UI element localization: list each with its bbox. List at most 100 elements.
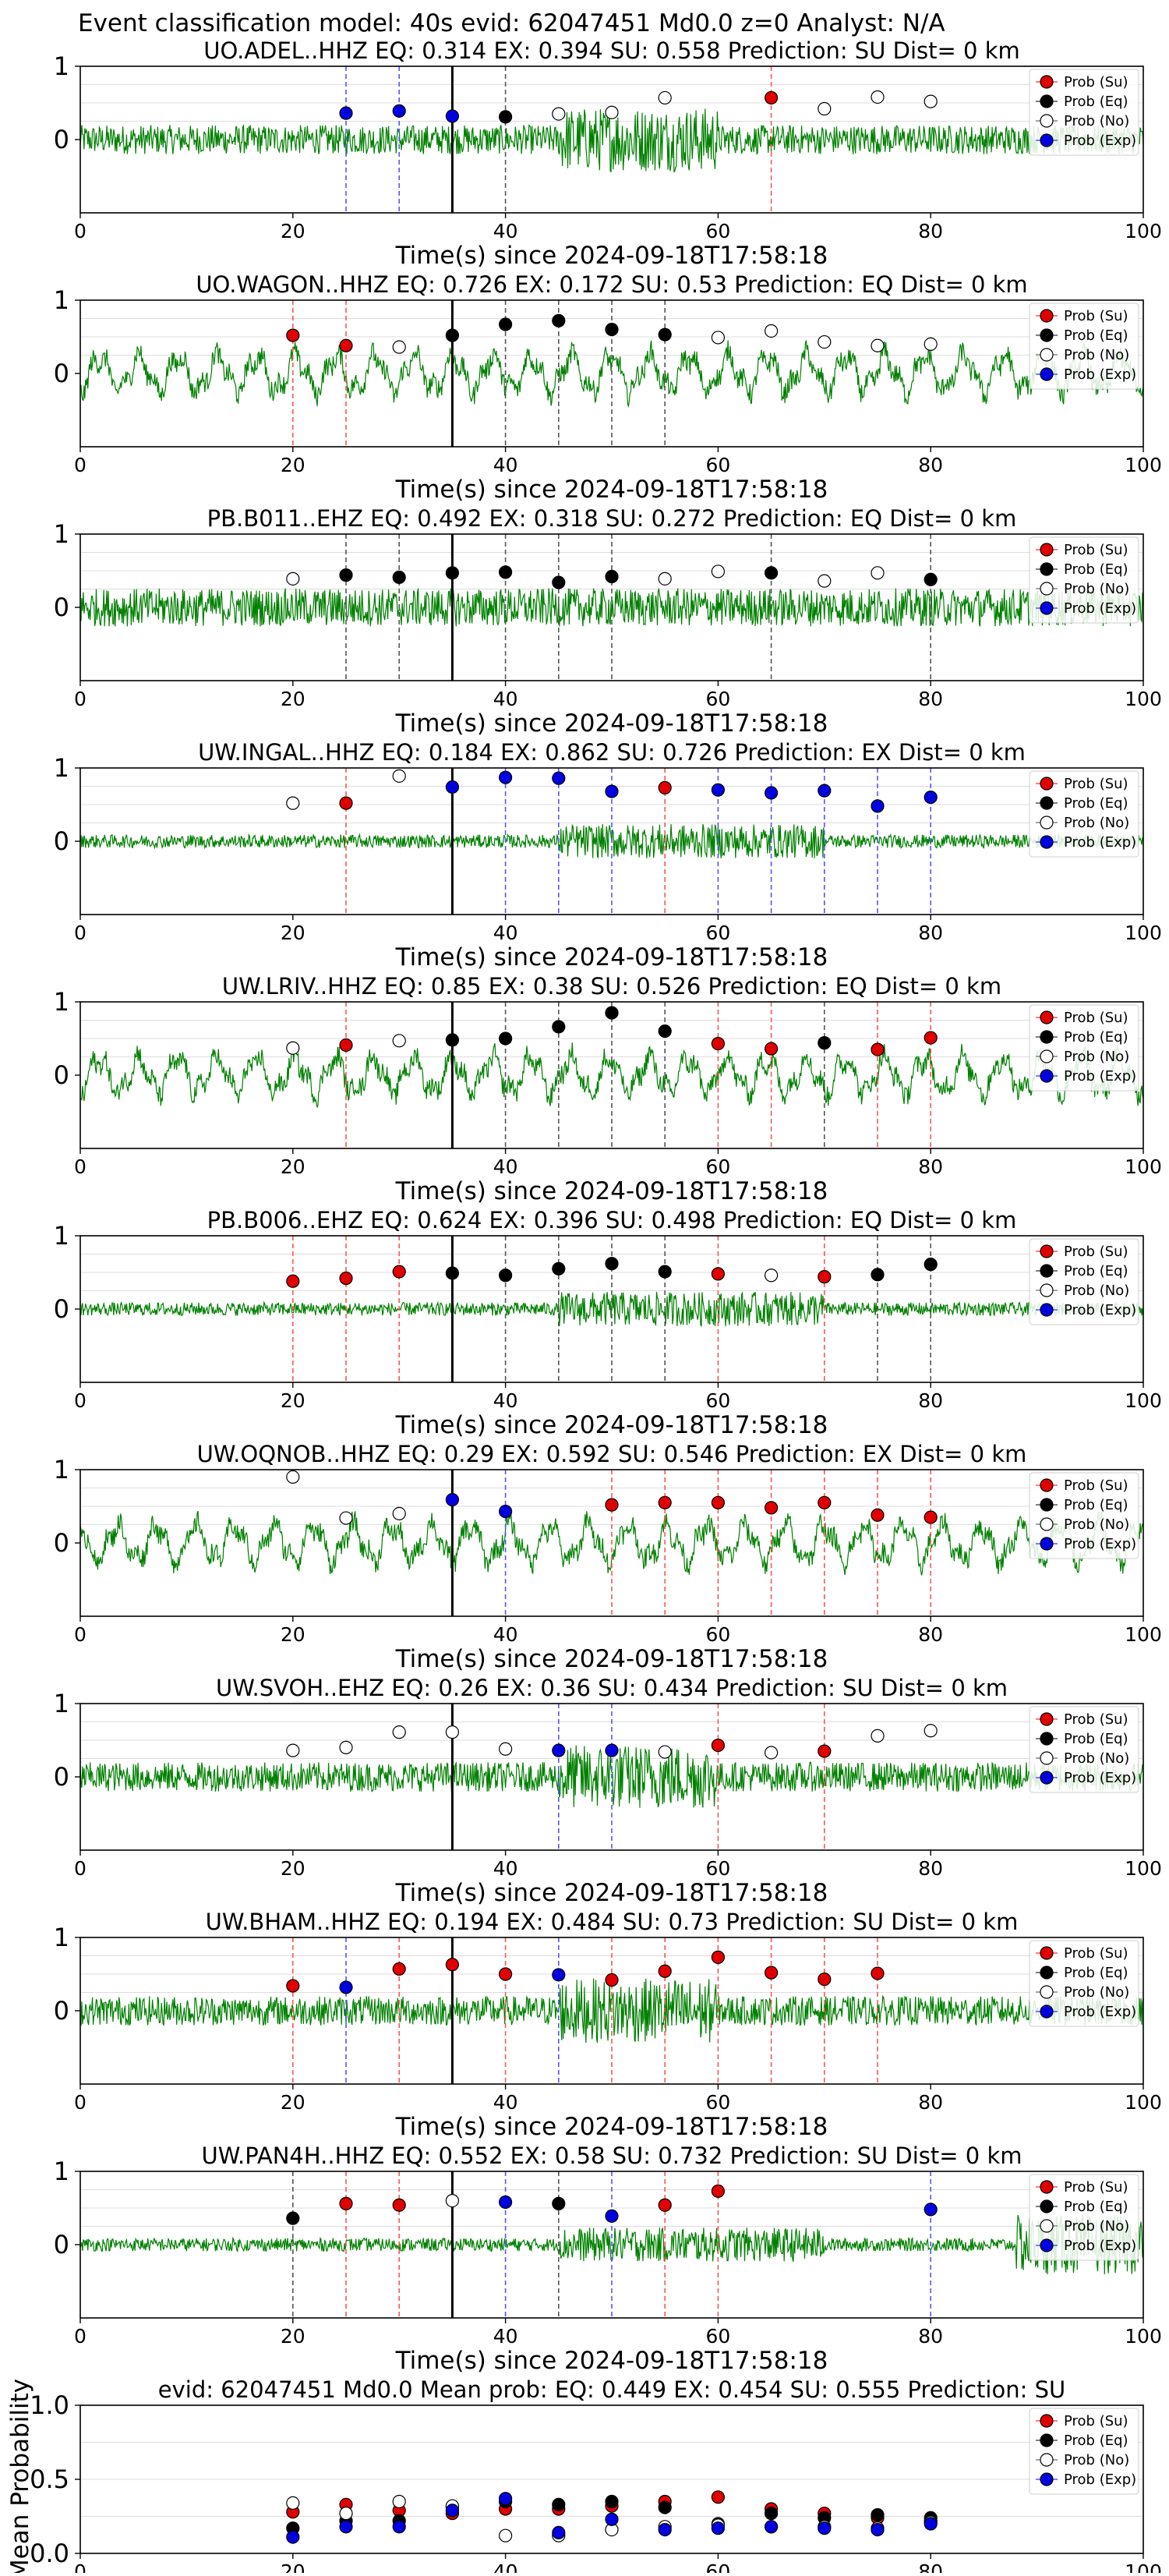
prob-marker-eq (498, 1031, 513, 1046)
x-tick-label: 0 (74, 1623, 87, 1646)
legend-label-exp: Prob (Exp) (1064, 2472, 1136, 2488)
panel-title: UW.LRIV..HHZ EQ: 0.85 EX: 0.38 SU: 0.526… (222, 973, 1001, 1000)
legend-marker-su (1040, 2180, 1054, 2194)
prob-marker-su (711, 1495, 726, 1509)
x-axis-label: Time(s) since 2024-09-18T17:58:18 (395, 943, 828, 971)
prob-marker-no (286, 1041, 300, 1055)
y-tick-label: 0 (54, 1060, 69, 1090)
x-tick-label: 20 (281, 2560, 305, 2573)
prob-marker-no (871, 90, 885, 104)
x-tick-label: 80 (918, 2560, 943, 2573)
prob-marker-no (924, 337, 938, 351)
x-tick-label: 80 (918, 688, 943, 710)
x-tick-label: 80 (918, 454, 943, 476)
prob-marker-eq (552, 575, 566, 589)
legend-label-eq: Prob (Eq) (1064, 1965, 1128, 1981)
y-tick-label: 0.0 (30, 2539, 69, 2568)
x-axis-label: Time(s) since 2024-09-18T17:58:18 (395, 1177, 828, 1205)
prob-marker-exp (498, 1504, 513, 1519)
x-tick-label: 100 (1125, 1389, 1162, 1412)
legend-label-exp: Prob (Exp) (1064, 1302, 1136, 1318)
y-tick-label: 1 (54, 987, 69, 1017)
prob-marker-su (658, 780, 672, 794)
prob-marker-exp (711, 783, 726, 797)
x-tick-label: 20 (281, 922, 305, 944)
x-tick-label: 100 (1125, 2091, 1162, 2114)
y-tick-label: 1.0 (30, 2390, 69, 2420)
legend-label-eq: Prob (Eq) (1064, 1029, 1128, 1046)
mean-marker-exp (658, 2523, 672, 2537)
x-tick-label: 0 (74, 2325, 87, 2348)
legend-marker-no (1040, 348, 1054, 362)
x-tick-label: 0 (74, 1857, 87, 1880)
legend-box (1029, 1706, 1139, 1793)
legend-marker-no (1040, 2453, 1054, 2467)
mean-marker-exp (339, 2520, 353, 2534)
prob-marker-su (871, 1042, 885, 1056)
prob-marker-su (339, 2196, 353, 2210)
legend-label-su: Prob (Su) (1064, 1477, 1128, 1494)
prob-marker-no (445, 1725, 460, 1739)
prob-marker-su (818, 1744, 832, 1758)
x-tick-label: 0 (74, 2091, 87, 2114)
legend-label-exp: Prob (Exp) (1064, 1536, 1136, 1552)
prob-marker-eq (498, 110, 513, 124)
legend-label-exp: Prob (Exp) (1064, 1770, 1136, 1786)
mean-marker-exp (552, 2525, 566, 2539)
x-tick-label: 20 (281, 454, 305, 476)
x-tick-label: 100 (1125, 688, 1162, 710)
x-tick-label: 40 (493, 2560, 518, 2573)
y-tick-label: 0 (54, 359, 69, 388)
legend-label-su: Prob (Su) (1064, 1945, 1128, 1962)
legend-marker-eq (1040, 1264, 1054, 1278)
prob-marker-eq (339, 568, 353, 582)
panel-5: UW.LRIV..HHZ EQ: 0.85 EX: 0.38 SU: 0.526… (54, 973, 1162, 1205)
legend-marker-eq (1040, 328, 1054, 342)
prob-marker-eq (445, 1033, 460, 1047)
legend-marker-su (1040, 1010, 1054, 1024)
x-tick-label: 60 (705, 2325, 730, 2348)
mean-marker-eq (658, 2500, 672, 2514)
legend-marker-no (1040, 1985, 1054, 1999)
x-tick-label: 20 (281, 2091, 305, 2114)
panel-3: PB.B011..EHZ EQ: 0.492 EX: 0.318 SU: 0.2… (54, 505, 1162, 738)
prob-marker-eq (392, 570, 406, 585)
legend-label-eq: Prob (Eq) (1064, 561, 1128, 578)
prob-marker-su (658, 1964, 672, 1978)
legend-label-no: Prob (No) (1064, 2218, 1129, 2235)
x-tick-label: 20 (281, 1389, 305, 1412)
x-tick-label: 20 (281, 1155, 305, 1178)
mean-marker-eq (871, 2508, 885, 2522)
legend-marker-exp (1040, 835, 1054, 849)
legend-box (1029, 69, 1139, 156)
x-tick-label: 100 (1125, 454, 1162, 476)
prob-marker-exp (924, 2203, 938, 2217)
x-tick-label: 100 (1125, 220, 1162, 242)
legend-marker-no (1040, 1751, 1054, 1765)
legend-label-no: Prob (No) (1064, 1283, 1129, 1299)
prob-marker-no (286, 1743, 300, 1757)
panel-9: UW.BHAM..HHZ EQ: 0.194 EX: 0.484 SU: 0.7… (54, 1909, 1162, 2141)
mean-marker-exp (605, 2512, 619, 2526)
x-tick-label: 60 (705, 688, 730, 710)
legend-marker-exp (1040, 2238, 1054, 2252)
legend-label-eq: Prob (Eq) (1064, 327, 1128, 344)
legend-label-no: Prob (No) (1064, 815, 1129, 831)
prob-marker-exp (605, 2209, 619, 2223)
waveform-trace (80, 1745, 1143, 1808)
x-tick-label: 80 (918, 922, 943, 944)
prob-marker-no (658, 1745, 672, 1759)
prob-marker-exp (871, 799, 885, 813)
legend-marker-eq (1040, 562, 1054, 576)
prob-marker-su (498, 1967, 513, 1981)
legend-marker-eq (1040, 1966, 1054, 1980)
x-tick-label: 20 (281, 1857, 305, 1880)
legend-label-exp: Prob (Exp) (1064, 1068, 1136, 1085)
prob-marker-no (658, 90, 672, 105)
prob-marker-su (711, 1738, 726, 1753)
legend-marker-no (1040, 816, 1054, 830)
prob-marker-su (392, 1265, 406, 1279)
x-tick-label: 40 (493, 454, 518, 476)
legend-label-su: Prob (Su) (1064, 1010, 1128, 1026)
